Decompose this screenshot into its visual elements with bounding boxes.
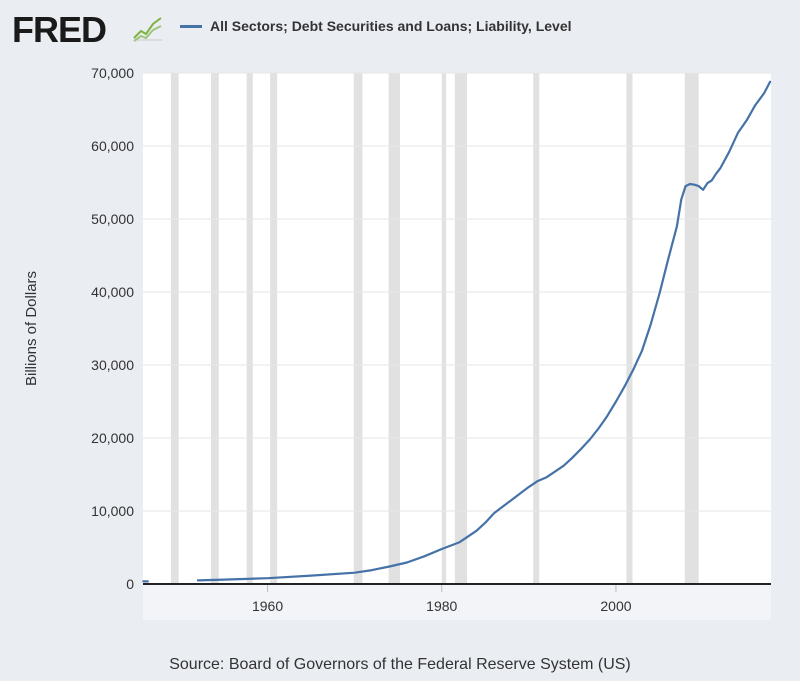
source-note: Source: Board of Governors of the Federa… (169, 656, 631, 673)
legend-label[interactable]: All Sectors; Debt Securities and Loans; … (210, 18, 572, 34)
x-axis-band (143, 584, 771, 620)
y-tick-label: 60,000 (91, 138, 134, 154)
recession-band (441, 73, 447, 584)
series-line (196, 80, 772, 582)
chart-header: FRED All Sectors; Debt Securities and Lo… (0, 0, 800, 60)
recession-band (210, 73, 219, 584)
y-tick-label: 70,000 (91, 65, 134, 81)
legend-swatch (180, 25, 202, 28)
y-tick-label: 0 (126, 576, 134, 592)
y-tick-label: 10,000 (91, 503, 134, 519)
recession-band (684, 73, 699, 584)
recession-band (388, 73, 400, 584)
recession-band (170, 73, 179, 584)
recession-band (270, 73, 278, 584)
y-tick-label: 30,000 (91, 357, 134, 373)
y-tick-label: 20,000 (91, 430, 134, 446)
recession-band (626, 73, 633, 584)
recession-band (246, 73, 253, 584)
y-axis-label: Billions of Dollars (23, 271, 40, 386)
recession-band (353, 73, 363, 584)
y-tick-label: 40,000 (91, 284, 134, 300)
x-tick-label: 1980 (426, 598, 457, 614)
recession-band (533, 73, 540, 584)
recession-band (454, 73, 468, 584)
fred-logo[interactable]: FRED (12, 9, 107, 50)
x-tick-label: 1960 (252, 598, 283, 614)
y-tick-label: 50,000 (91, 211, 134, 227)
x-tick-label: 2000 (600, 598, 631, 614)
fred-chart-icon (132, 14, 164, 44)
chart-area: 0 10,000 20,000 30,000 40,000 50,000 60,000 70,… (23, 65, 772, 620)
